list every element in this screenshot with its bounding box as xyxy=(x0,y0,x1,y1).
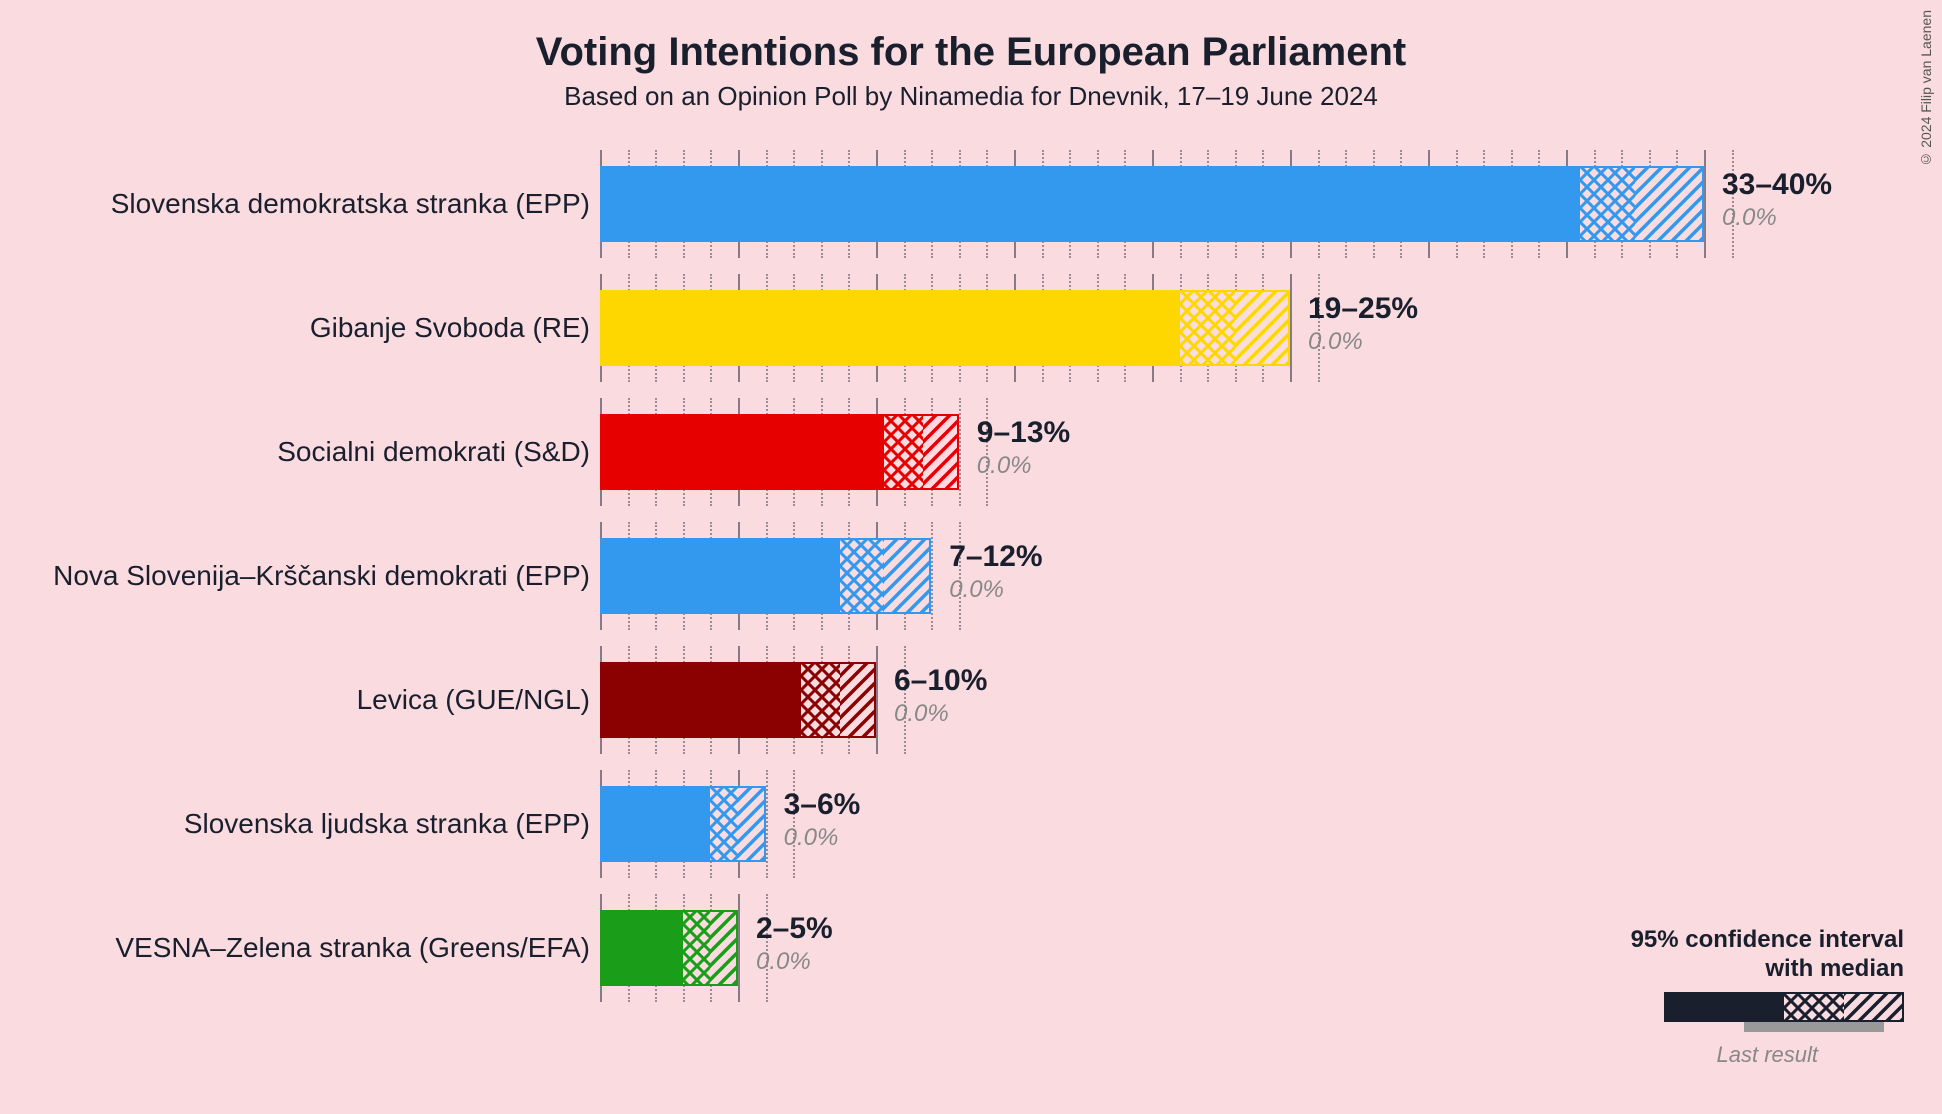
bar-segment-diagonal xyxy=(1235,290,1290,366)
party-label: Gibanje Svoboda (RE) xyxy=(310,312,590,344)
legend-swatch xyxy=(1664,992,1904,1040)
party-label: Levica (GUE/NGL) xyxy=(357,684,590,716)
bar-segment-solid xyxy=(600,786,710,862)
previous-result-label: 0.0% xyxy=(756,948,811,976)
party-label: Socialni demokrati (S&D) xyxy=(277,436,590,468)
chart-title: Voting Intentions for the European Parli… xyxy=(0,30,1942,75)
party-label: Slovenska ljudska stranka (EPP) xyxy=(184,808,590,840)
previous-result-label: 0.0% xyxy=(1308,328,1363,356)
chart-row: Socialni demokrati (S&D) 9–13%0.0% xyxy=(0,390,1942,514)
bar-area: 19–25%0.0% xyxy=(600,266,1338,390)
value-label: 2–5% xyxy=(756,912,833,946)
bar-segment-crosshatch xyxy=(884,414,923,490)
previous-result-label: 0.0% xyxy=(1722,204,1777,232)
bar-segment-solid xyxy=(600,538,840,614)
bar-segment-solid xyxy=(600,910,683,986)
gridline xyxy=(738,894,740,1002)
bar-segment-diagonal xyxy=(738,786,766,862)
bar-segment-crosshatch xyxy=(840,538,884,614)
gridline xyxy=(959,398,961,506)
gridline xyxy=(931,522,933,630)
bar-segment-crosshatch xyxy=(683,910,711,986)
chart-row: Gibanje Svoboda (RE) 19–25%0.0% xyxy=(0,266,1942,390)
legend-diagonal xyxy=(1844,992,1904,1022)
legend-title: 95% confidence interval with median xyxy=(1631,926,1904,984)
party-label: VESNA–Zelena stranka (Greens/EFA) xyxy=(115,932,590,964)
previous-result-label: 0.0% xyxy=(784,824,839,852)
value-label: 6–10% xyxy=(894,664,987,698)
bar-segment-diagonal xyxy=(884,538,931,614)
value-label: 33–40% xyxy=(1722,168,1832,202)
party-label: Slovenska demokratska stranka (EPP) xyxy=(111,188,590,220)
gridline xyxy=(766,770,768,878)
bar-segment-diagonal xyxy=(840,662,876,738)
value-label: 19–25% xyxy=(1308,292,1418,326)
party-label: Nova Slovenija–Krščanski demokrati (EPP) xyxy=(53,560,590,592)
bar-segment-diagonal xyxy=(710,910,738,986)
bar-area: 7–12%0.0% xyxy=(600,514,979,638)
legend-last-result-label: Last result xyxy=(1631,1042,1904,1068)
value-label: 9–13% xyxy=(977,416,1070,450)
bar-segment-solid xyxy=(600,414,884,490)
previous-result-label: 0.0% xyxy=(977,452,1032,480)
bar-segment-crosshatch xyxy=(1180,290,1235,366)
gridline xyxy=(1290,274,1292,382)
bar-area: 9–13%0.0% xyxy=(600,390,1006,514)
legend-last-result-bar xyxy=(1744,1022,1884,1032)
bar-segment-solid xyxy=(600,166,1580,242)
legend-crosshatch xyxy=(1784,992,1844,1022)
chart-row: Nova Slovenija–Krščanski demokrati (EPP)… xyxy=(0,514,1942,638)
value-label: 3–6% xyxy=(784,788,861,822)
legend: 95% confidence interval with median Last… xyxy=(1631,926,1904,1068)
bar-area: 3–6%0.0% xyxy=(600,762,813,886)
previous-result-label: 0.0% xyxy=(894,700,949,728)
chart-subtitle: Based on an Opinion Poll by Ninamedia fo… xyxy=(0,81,1942,112)
value-label: 7–12% xyxy=(949,540,1042,574)
chart-row: Slovenska demokratska stranka (EPP) 33–40… xyxy=(0,142,1942,266)
bar-segment-solid xyxy=(600,662,801,738)
bar-area: 6–10%0.0% xyxy=(600,638,924,762)
chart-row: Slovenska ljudska stranka (EPP) 3–6%0.0% xyxy=(0,762,1942,886)
bar-area: 33–40%0.0% xyxy=(600,142,1752,266)
gridline xyxy=(1704,150,1706,258)
chart-row: Levica (GUE/NGL) 6–10%0.0% xyxy=(0,638,1942,762)
bar-segment-crosshatch xyxy=(710,786,738,862)
bar-segment-crosshatch xyxy=(1580,166,1635,242)
gridline xyxy=(876,646,878,754)
previous-result-label: 0.0% xyxy=(949,576,1004,604)
bar-segment-diagonal xyxy=(1635,166,1704,242)
bar-segment-solid xyxy=(600,290,1180,366)
bar-segment-diagonal xyxy=(923,414,959,490)
bar-area: 2–5%0.0% xyxy=(600,886,786,1010)
legend-solid xyxy=(1664,992,1784,1022)
bar-segment-crosshatch xyxy=(801,662,840,738)
